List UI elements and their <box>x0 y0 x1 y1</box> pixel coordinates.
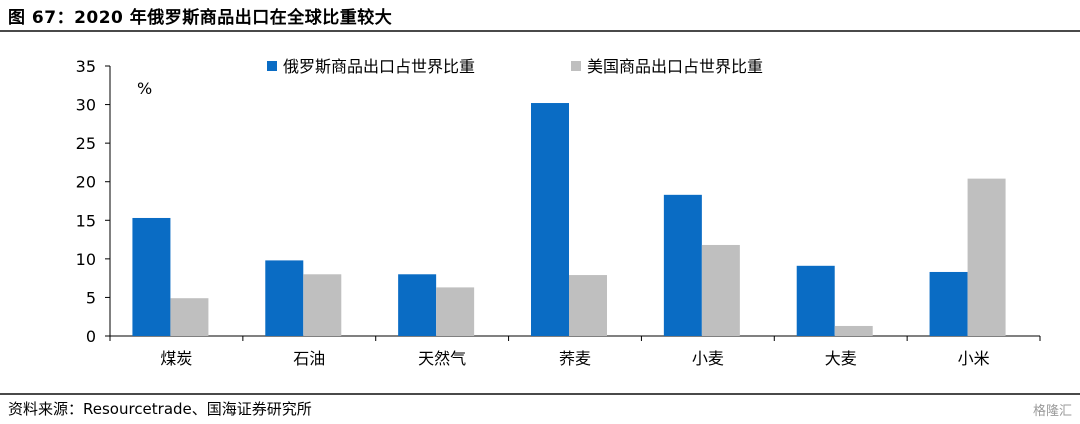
y-tick-label: 25 <box>76 134 96 153</box>
x-tick-label: 煤炭 <box>160 349 192 368</box>
legend-label: 美国商品出口占世界比重 <box>587 57 763 76</box>
y-tick-label: 10 <box>76 250 96 269</box>
bar <box>796 265 835 336</box>
y-tick-label: 5 <box>86 288 96 307</box>
bar <box>132 217 171 336</box>
x-tick-label: 小麦 <box>692 349 724 368</box>
x-tick-label: 天然气 <box>418 349 466 368</box>
legend: 俄罗斯商品出口占世界比重 美国商品出口占世界比重 <box>267 57 763 76</box>
y-tick-label: 35 <box>76 57 96 76</box>
footer-divider <box>0 393 1080 395</box>
x-tick-label: 石油 <box>293 349 325 368</box>
x-tick-label: 小米 <box>958 349 990 368</box>
bar <box>398 274 437 336</box>
legend-label: 俄罗斯商品出口占世界比重 <box>283 57 475 76</box>
watermark: 格隆汇 <box>1032 404 1072 419</box>
bar <box>170 298 209 336</box>
y-tick-label: 30 <box>76 96 96 115</box>
bar <box>265 260 304 336</box>
legend-swatch <box>571 61 581 71</box>
bar <box>303 274 342 336</box>
source-note: 资料来源：Resourcetrade、国海证券研究所 <box>8 400 312 418</box>
bar-chart: 0 5 10 15 20 25 30 35% 煤炭 石油 天然气 荞麦 小麦 大麦 小米 俄罗斯商品出口占世… <box>76 57 1041 368</box>
bar <box>967 178 1006 336</box>
bar <box>834 325 873 336</box>
bars <box>132 103 1006 337</box>
bar <box>436 287 475 336</box>
chart-title: 图 67：2020 年俄罗斯商品出口在全球比重较大 <box>8 8 393 28</box>
y-tick-label: 20 <box>76 173 96 192</box>
y-tick-label: 0 <box>86 327 96 346</box>
x-tick-label: 大麦 <box>825 349 857 368</box>
x-tick-label: 荞麦 <box>559 349 591 368</box>
bar <box>569 275 607 336</box>
bar <box>701 244 740 336</box>
axes: 0 5 10 15 20 25 30 35% 煤炭 石油 天然气 荞麦 小麦 大麦 小米 <box>76 57 1041 368</box>
y-unit-label: % <box>137 79 152 98</box>
bar <box>663 194 702 336</box>
legend-swatch <box>267 61 277 71</box>
bar <box>929 271 968 336</box>
bar <box>531 103 569 337</box>
title-divider <box>0 30 1080 32</box>
y-tick-label: 15 <box>76 211 96 230</box>
